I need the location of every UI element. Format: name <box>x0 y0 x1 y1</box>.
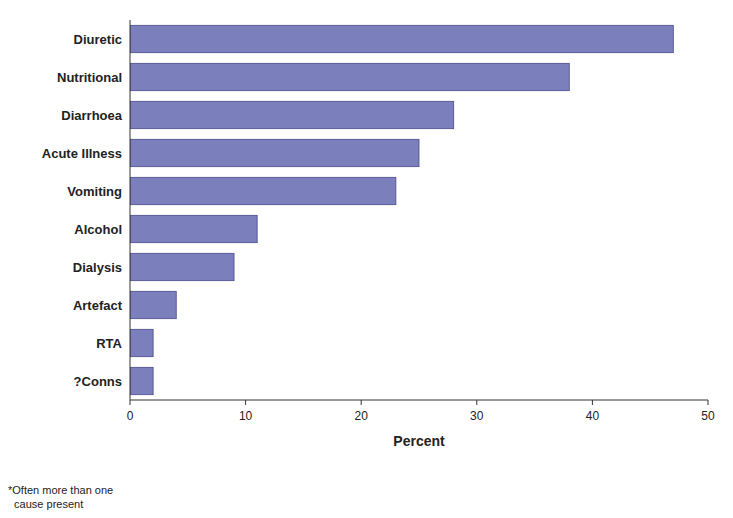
bars <box>130 25 673 394</box>
category-label: Dialysis <box>73 260 122 275</box>
x-tick <box>245 400 246 405</box>
footnote: *Often more than one cause present <box>8 484 113 510</box>
x-tick-label: 20 <box>355 409 369 423</box>
x-axis-label: Percent <box>393 433 445 449</box>
x-tick-label: 0 <box>127 409 134 423</box>
y-axis-line <box>130 20 131 400</box>
category-label: ?Conns <box>74 374 122 389</box>
category-label: Nutritional <box>57 70 122 85</box>
x-tick-label: 50 <box>701 409 715 423</box>
x-tick <box>476 400 477 405</box>
x-tick <box>130 400 131 405</box>
bar <box>130 291 176 318</box>
x-tick-label: 10 <box>239 409 253 423</box>
category-label: RTA <box>96 336 122 351</box>
category-label: Artefact <box>73 298 123 313</box>
bar <box>130 177 396 204</box>
category-label: Alcohol <box>74 222 122 237</box>
chart-container: Diuretic Nutritional Diarrhoea Acute Illnes… <box>0 0 733 518</box>
bar <box>130 329 153 356</box>
bar <box>130 139 419 166</box>
category-label: Vomiting <box>67 184 122 199</box>
x-tick-label: 40 <box>586 409 600 423</box>
x-axis-line <box>130 400 708 401</box>
bar <box>130 101 454 128</box>
x-tick <box>592 400 593 405</box>
bar <box>130 25 673 52</box>
category-label: Diarrhoea <box>61 108 122 123</box>
bar <box>130 215 257 242</box>
bar <box>130 367 153 394</box>
x-tick <box>361 400 362 405</box>
category-label: Diuretic <box>74 32 122 47</box>
category-label: Acute Illness <box>42 146 122 161</box>
chart: Diuretic Nutritional Diarrhoea Acute Illnes… <box>0 0 733 518</box>
bar <box>130 63 569 90</box>
x-tick-label: 30 <box>470 409 484 423</box>
x-tick <box>708 400 709 405</box>
bar <box>130 253 234 280</box>
